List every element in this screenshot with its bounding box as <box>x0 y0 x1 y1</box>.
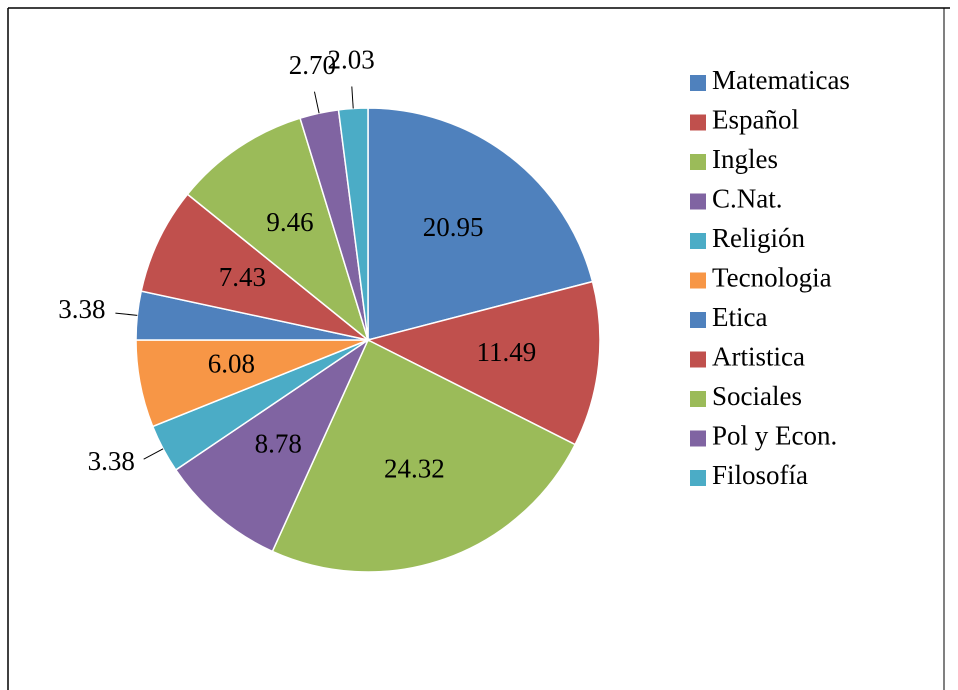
pie-slice <box>140 193 369 341</box>
legend-label: Artistica <box>712 342 805 372</box>
pie-slice <box>186 117 370 343</box>
legend-swatch <box>690 233 706 249</box>
data-label: 7.43 <box>219 262 266 292</box>
legend-label: Español <box>712 105 799 135</box>
legend-swatch <box>690 312 706 328</box>
leader-line <box>313 91 320 114</box>
data-label: 2.03 <box>328 45 375 75</box>
legend-label: C.Nat. <box>712 184 783 214</box>
data-label: 9.46 <box>266 207 313 237</box>
data-label: 2.70 <box>289 50 336 80</box>
legend-swatch <box>690 193 706 210</box>
data-label: 11.49 <box>477 337 537 367</box>
legend-swatch <box>690 470 706 486</box>
legend-swatch <box>690 351 706 368</box>
legend-label: Etica <box>712 302 767 332</box>
legend-label: Religión <box>712 223 805 253</box>
leader-line <box>115 312 138 316</box>
legend-swatch <box>690 114 706 131</box>
pie-slice <box>271 338 577 573</box>
legend-label: Tecnologia <box>712 263 832 293</box>
data-label: 8.78 <box>255 429 302 459</box>
pie-slice <box>337 107 369 341</box>
legend-swatch <box>690 430 706 447</box>
data-label: 6.08 <box>208 349 255 379</box>
legend-label: Sociales <box>712 381 802 411</box>
data-label: 3.38 <box>88 446 135 476</box>
pie-slice <box>367 107 594 341</box>
legend-label: Pol y Econ. <box>712 421 837 451</box>
leader-line <box>143 448 164 460</box>
legend-swatch <box>690 272 706 289</box>
pie-slice <box>174 337 370 553</box>
leader-line <box>351 86 354 109</box>
legend-label: Matematicas <box>712 65 850 95</box>
legend-swatch <box>690 391 706 407</box>
legend-label: Filosofía <box>712 460 808 490</box>
legend-swatch <box>690 154 706 170</box>
legend-swatch <box>690 75 706 91</box>
data-label: 3.38 <box>58 294 105 324</box>
pie-slice <box>365 280 601 446</box>
legend-label: Ingles <box>712 144 778 174</box>
data-label: 20.95 <box>423 212 484 242</box>
data-label: 24.32 <box>384 453 445 483</box>
